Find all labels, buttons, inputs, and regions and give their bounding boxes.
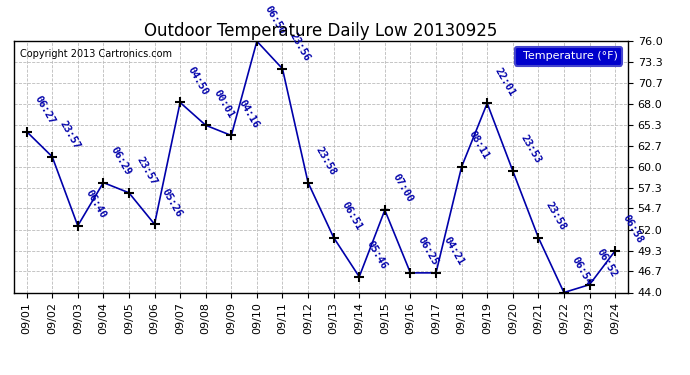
- Text: 06:25: 06:25: [416, 235, 440, 267]
- Text: 22:01: 22:01: [493, 66, 517, 98]
- Text: 07:00: 07:00: [391, 172, 415, 204]
- Legend: Temperature (°F): Temperature (°F): [515, 47, 622, 66]
- Text: 06:51: 06:51: [339, 200, 364, 232]
- Text: 06:27: 06:27: [32, 94, 57, 126]
- Text: 23:53: 23:53: [518, 133, 542, 165]
- Text: 04:21: 04:21: [442, 235, 466, 267]
- Text: 23:58: 23:58: [314, 145, 338, 177]
- Text: 23:57: 23:57: [58, 119, 82, 151]
- Text: 06:50: 06:50: [262, 4, 287, 36]
- Text: 06:29: 06:29: [109, 145, 133, 177]
- Text: 23:56: 23:56: [288, 31, 313, 63]
- Text: Copyright 2013 Cartronics.com: Copyright 2013 Cartronics.com: [20, 49, 172, 59]
- Text: 04:16: 04:16: [237, 98, 261, 130]
- Text: 06:52: 06:52: [595, 247, 620, 279]
- Text: 05:26: 05:26: [160, 187, 184, 219]
- Text: 06:58: 06:58: [621, 213, 645, 245]
- Text: 23:58: 23:58: [544, 200, 568, 232]
- Text: 23:57: 23:57: [135, 155, 159, 187]
- Title: Outdoor Temperature Daily Low 20130925: Outdoor Temperature Daily Low 20130925: [144, 22, 497, 40]
- Text: 06:40: 06:40: [83, 188, 108, 220]
- Text: 00:01: 00:01: [211, 88, 235, 120]
- Text: 05:46: 05:46: [365, 239, 389, 271]
- Text: 08:11: 08:11: [467, 129, 491, 161]
- Text: 06:54: 06:54: [569, 255, 594, 287]
- Text: 04:50: 04:50: [186, 65, 210, 97]
